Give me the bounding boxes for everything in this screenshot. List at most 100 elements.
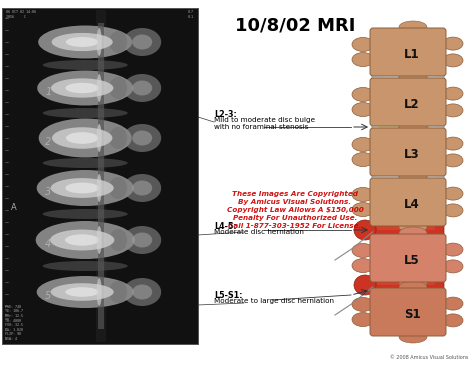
Ellipse shape xyxy=(132,180,152,195)
Ellipse shape xyxy=(123,174,161,202)
FancyBboxPatch shape xyxy=(377,122,435,127)
Ellipse shape xyxy=(65,287,99,297)
Ellipse shape xyxy=(109,229,127,251)
Ellipse shape xyxy=(52,127,112,149)
Ellipse shape xyxy=(352,138,374,152)
Text: 10/8/02 MRI: 10/8/02 MRI xyxy=(235,16,355,34)
Ellipse shape xyxy=(123,74,161,102)
Ellipse shape xyxy=(109,31,127,53)
Ellipse shape xyxy=(123,28,161,56)
Text: L3: L3 xyxy=(404,147,420,161)
Ellipse shape xyxy=(399,71,427,83)
FancyBboxPatch shape xyxy=(413,31,420,333)
FancyBboxPatch shape xyxy=(370,178,446,226)
Ellipse shape xyxy=(109,177,127,199)
Ellipse shape xyxy=(399,171,427,183)
Ellipse shape xyxy=(51,178,114,198)
Ellipse shape xyxy=(443,37,463,50)
Text: PSE: 740
TE: 106.7
MRr: 12.5
TR: 4000
FOV: 32.5
PS: 1.828
FLIP: 90
NSA: 4: PSE: 740 TE: 106.7 MRr: 12.5 TR: 4000 FO… xyxy=(5,305,23,341)
Text: L4-5:: L4-5: xyxy=(214,222,237,231)
Text: These Images Are Copyrighted
By Amicus Visual Solutions.
Copyright Law Allows A : These Images Are Copyrighted By Amicus V… xyxy=(227,191,364,229)
Text: 2: 2 xyxy=(45,137,51,147)
Ellipse shape xyxy=(352,258,374,273)
FancyBboxPatch shape xyxy=(372,222,444,238)
Ellipse shape xyxy=(352,153,374,167)
Ellipse shape xyxy=(38,26,132,59)
FancyBboxPatch shape xyxy=(370,288,446,336)
FancyBboxPatch shape xyxy=(96,10,106,342)
FancyBboxPatch shape xyxy=(410,124,423,195)
Ellipse shape xyxy=(443,204,463,217)
Ellipse shape xyxy=(354,275,376,295)
Ellipse shape xyxy=(66,132,99,144)
Ellipse shape xyxy=(36,276,134,308)
Ellipse shape xyxy=(43,158,128,168)
Ellipse shape xyxy=(399,171,427,183)
Ellipse shape xyxy=(443,54,463,67)
FancyBboxPatch shape xyxy=(370,234,446,282)
Ellipse shape xyxy=(399,221,427,233)
Text: Mild to moderate disc bulge
with no foraminal stenosis: Mild to moderate disc bulge with no fora… xyxy=(214,117,315,130)
Ellipse shape xyxy=(352,53,374,67)
FancyBboxPatch shape xyxy=(377,72,435,77)
Ellipse shape xyxy=(399,277,427,289)
FancyBboxPatch shape xyxy=(372,119,444,135)
Ellipse shape xyxy=(132,81,152,96)
Text: L2: L2 xyxy=(404,97,420,111)
Ellipse shape xyxy=(43,261,128,271)
FancyBboxPatch shape xyxy=(378,122,430,131)
Ellipse shape xyxy=(97,124,102,152)
Ellipse shape xyxy=(109,281,127,303)
Ellipse shape xyxy=(132,232,152,247)
Text: L2-3:: L2-3: xyxy=(214,110,237,119)
Ellipse shape xyxy=(109,77,127,99)
Ellipse shape xyxy=(443,243,463,256)
Ellipse shape xyxy=(43,60,128,70)
Text: 5: 5 xyxy=(45,291,51,301)
Ellipse shape xyxy=(352,102,374,116)
Ellipse shape xyxy=(43,108,128,118)
Ellipse shape xyxy=(50,229,114,250)
Ellipse shape xyxy=(65,83,99,93)
Ellipse shape xyxy=(399,21,427,33)
Ellipse shape xyxy=(352,243,374,257)
Ellipse shape xyxy=(65,234,100,246)
Ellipse shape xyxy=(399,227,427,239)
FancyBboxPatch shape xyxy=(2,8,198,344)
Ellipse shape xyxy=(399,331,427,343)
Text: 3: 3 xyxy=(45,187,51,197)
FancyBboxPatch shape xyxy=(377,172,435,177)
Text: Moderate disc herniation: Moderate disc herniation xyxy=(214,229,304,235)
Ellipse shape xyxy=(352,87,374,101)
Ellipse shape xyxy=(97,278,102,306)
Ellipse shape xyxy=(39,119,132,157)
Ellipse shape xyxy=(36,170,134,206)
Text: 1: 1 xyxy=(45,87,51,97)
FancyBboxPatch shape xyxy=(370,28,446,76)
FancyBboxPatch shape xyxy=(377,225,435,230)
Text: 06 OCT 02 14:06
2056     C: 06 OCT 02 14:06 2056 C xyxy=(6,10,36,19)
FancyBboxPatch shape xyxy=(372,277,444,293)
Ellipse shape xyxy=(97,28,102,56)
Ellipse shape xyxy=(352,202,374,217)
Ellipse shape xyxy=(43,209,128,219)
Ellipse shape xyxy=(399,71,427,83)
Ellipse shape xyxy=(51,283,114,301)
Ellipse shape xyxy=(443,187,463,200)
Ellipse shape xyxy=(352,187,374,201)
FancyBboxPatch shape xyxy=(377,280,435,285)
Ellipse shape xyxy=(109,127,127,149)
Ellipse shape xyxy=(37,71,133,105)
Ellipse shape xyxy=(443,260,463,273)
Ellipse shape xyxy=(352,298,374,311)
Ellipse shape xyxy=(443,297,463,310)
Text: 4: 4 xyxy=(45,239,51,249)
Text: L4: L4 xyxy=(404,198,420,210)
Text: S1: S1 xyxy=(404,307,420,321)
Text: © 2008 Amicus Visual Solutions: © 2008 Amicus Visual Solutions xyxy=(390,355,468,360)
Ellipse shape xyxy=(66,37,99,47)
Ellipse shape xyxy=(399,121,427,133)
Ellipse shape xyxy=(399,281,427,293)
FancyBboxPatch shape xyxy=(410,74,423,145)
Ellipse shape xyxy=(443,87,463,100)
